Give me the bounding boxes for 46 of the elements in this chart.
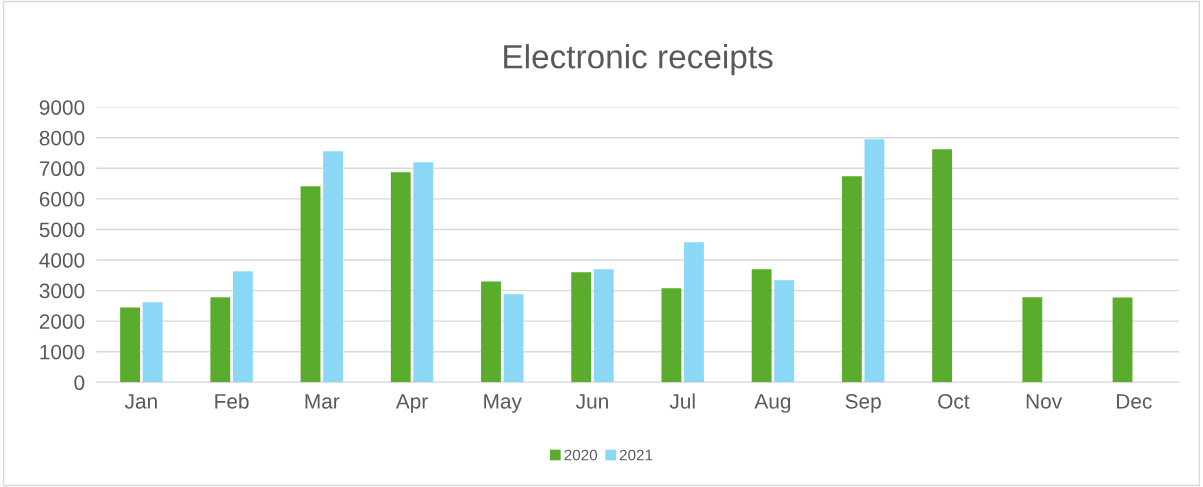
x-tick-label: Apr <box>395 394 428 413</box>
bar <box>390 172 411 383</box>
bar <box>593 269 614 383</box>
x-tick-label: Jun <box>576 394 608 409</box>
y-tick-label: 9000 <box>39 100 85 115</box>
y-tick-label: 4000 <box>39 253 85 268</box>
bar <box>323 151 344 383</box>
bar <box>1112 297 1133 383</box>
bar <box>774 280 795 383</box>
bar <box>413 162 434 383</box>
bar <box>300 186 321 383</box>
bar <box>932 149 953 383</box>
chart-title: Electronic receipts <box>504 44 773 76</box>
bar <box>684 242 704 383</box>
y-tick-label: 0 <box>74 375 85 391</box>
legend-label: 2020 <box>564 449 598 461</box>
bar <box>232 271 253 383</box>
bar <box>661 288 682 383</box>
x-tick-label: Sep <box>845 393 881 413</box>
bar <box>210 297 231 383</box>
y-tick-label: 7000 <box>39 161 85 177</box>
bar <box>841 176 862 383</box>
x-tick-label: Nov <box>1026 394 1063 409</box>
bar <box>864 139 885 383</box>
x-tick-label: Aug <box>754 394 791 413</box>
x-tick-label: Jul <box>669 393 695 409</box>
bar <box>1022 297 1043 383</box>
y-tick-label: 1000 <box>40 344 85 360</box>
y-tick-label: 6000 <box>39 191 85 207</box>
y-tick-label: 5000 <box>39 222 85 238</box>
bar <box>142 302 163 383</box>
bar <box>120 307 140 383</box>
x-tick-label: Oct <box>938 393 970 409</box>
x-tick-label: Dec <box>1117 394 1152 409</box>
bar <box>571 272 592 383</box>
x-tick-label: Mar <box>305 394 340 409</box>
y-tick-label: 2000 <box>39 314 85 329</box>
y-tick-label: 8000 <box>39 130 85 146</box>
bar <box>751 269 772 383</box>
y-tick-label: 3000 <box>39 283 85 299</box>
bar <box>481 281 501 383</box>
x-tick-label: May <box>484 394 522 413</box>
bar <box>503 294 524 383</box>
x-tick-label: Feb <box>215 393 249 409</box>
legend-label: 2021 <box>619 449 653 461</box>
x-tick-label: Jan <box>124 394 157 409</box>
